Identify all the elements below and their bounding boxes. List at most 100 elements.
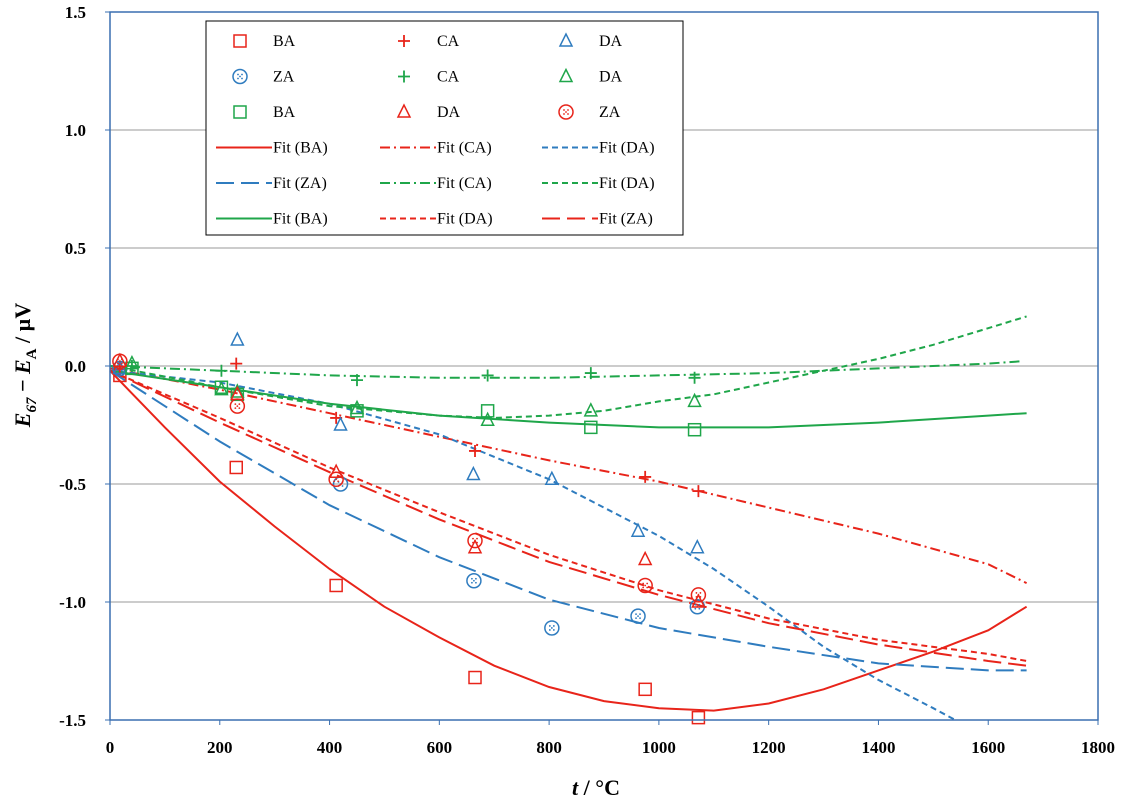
marker-shape: [329, 578, 343, 593]
marker-triangle: [112, 352, 128, 368]
legend-item: DA: [396, 103, 461, 121]
marker-shape: [333, 416, 348, 431]
marker-dot: [476, 537, 478, 540]
marker-shape: [692, 485, 705, 498]
marker-dot: [552, 629, 555, 631]
marker-shape: [214, 380, 229, 394]
marker-triangle: [349, 399, 365, 415]
marker-shape: [125, 361, 139, 376]
marker-square: [350, 404, 364, 418]
marker-dot: [637, 615, 639, 618]
marker-shape: [398, 35, 410, 47]
marker-square: [480, 404, 495, 418]
marker-dot: [642, 586, 645, 589]
marker-circle: [630, 608, 646, 624]
legend-item: Fit (CA): [380, 175, 492, 192]
marker-dot: [642, 582, 645, 585]
legend-item: Fit (DA): [542, 175, 655, 192]
marker-dot: [120, 358, 123, 361]
legend-label: Fit (CA): [437, 175, 492, 192]
marker-triangle: [230, 383, 245, 398]
x-tick-label: 400: [317, 738, 343, 757]
legend-label: CA: [437, 69, 460, 86]
marker-shape: [544, 620, 560, 636]
marker-circle: [466, 573, 482, 589]
marker-square: [638, 682, 652, 697]
marker-shape: [637, 550, 653, 566]
legend-label: Fit (DA): [437, 211, 493, 228]
marker-shape: [230, 331, 245, 346]
x-tick-label: 600: [427, 738, 453, 757]
marker-shape: [233, 34, 247, 48]
legend-item: Fit (BA): [216, 140, 328, 157]
fit-line: [109, 369, 1027, 429]
marker-plus: [688, 371, 701, 384]
legend-item: DA: [558, 67, 623, 86]
marker-circle: [232, 68, 248, 85]
marker-dot: [237, 77, 239, 80]
marker-shape: [229, 460, 243, 475]
marker-shape: [396, 103, 412, 118]
legend-item: Fit (ZA): [542, 211, 653, 228]
marker-dot: [236, 405, 239, 408]
marker-dot: [694, 607, 697, 610]
marker-triangle: [328, 463, 344, 478]
fit-line: [109, 360, 1022, 379]
marker-dot: [563, 113, 565, 115]
x-tick-label: 800: [536, 738, 562, 757]
legend-label: Fit (ZA): [599, 211, 653, 228]
legend-label: Fit (BA): [273, 140, 328, 157]
y-tick-label: -0.5: [59, 475, 86, 494]
marker-dot: [333, 476, 336, 479]
marker-triangle: [690, 539, 705, 554]
marker-dotcircle: [328, 471, 344, 488]
marker-dot: [473, 579, 475, 582]
legend-label: DA: [599, 33, 623, 50]
legend-label: Fit (DA): [599, 140, 655, 157]
marker-dot: [694, 603, 697, 606]
marker-dot: [241, 73, 243, 76]
legend-item: Fit (DA): [380, 211, 493, 228]
legend-box: [205, 20, 684, 236]
marker-shape: [466, 465, 481, 481]
marker-square: [468, 670, 482, 685]
legend-item: ZA: [558, 104, 621, 121]
marker-dot: [475, 581, 477, 584]
marker-dotcircle: [112, 353, 128, 370]
y-axis: 1.5 1.0 0.5 0.0 -0.5 -1.0 -1.5: [59, 3, 110, 730]
legend-item: Fit (ZA): [216, 175, 327, 192]
marker-dot: [476, 541, 478, 544]
marker-shape: [112, 353, 128, 370]
legend-item: CA: [398, 33, 460, 50]
y-tick-label: 1.0: [65, 121, 86, 140]
x-tick-label: 0: [106, 738, 115, 757]
marker-shape: [328, 463, 344, 478]
marker-shape: [690, 539, 705, 554]
marker-dot: [699, 596, 702, 598]
marker-dotcircle: [690, 587, 707, 603]
marker-shape: [232, 68, 248, 85]
marker-shape: [468, 670, 482, 685]
legend-label: Fit (ZA): [273, 175, 327, 192]
marker-shape: [466, 573, 482, 589]
marker-dot: [563, 109, 565, 111]
fit-line: [109, 369, 1027, 662]
x-tick-label: 1400: [861, 738, 895, 757]
marker-dot: [646, 582, 649, 585]
marker-triangle: [637, 550, 653, 566]
marker-plus: [351, 374, 363, 387]
legend-label: Fit (CA): [437, 140, 492, 157]
legend-label: ZA: [599, 104, 621, 121]
marker-dot: [695, 596, 698, 598]
marker-shape: [690, 587, 707, 603]
marker-plus: [639, 470, 652, 483]
marker-dot: [238, 403, 241, 406]
marker-dot: [644, 584, 647, 587]
marker-shape: [544, 470, 560, 486]
marker-dot: [697, 594, 700, 596]
marker-dot: [241, 77, 243, 80]
marker-dot: [472, 541, 474, 544]
marker-plus: [584, 367, 597, 380]
marker-dot: [341, 485, 344, 487]
